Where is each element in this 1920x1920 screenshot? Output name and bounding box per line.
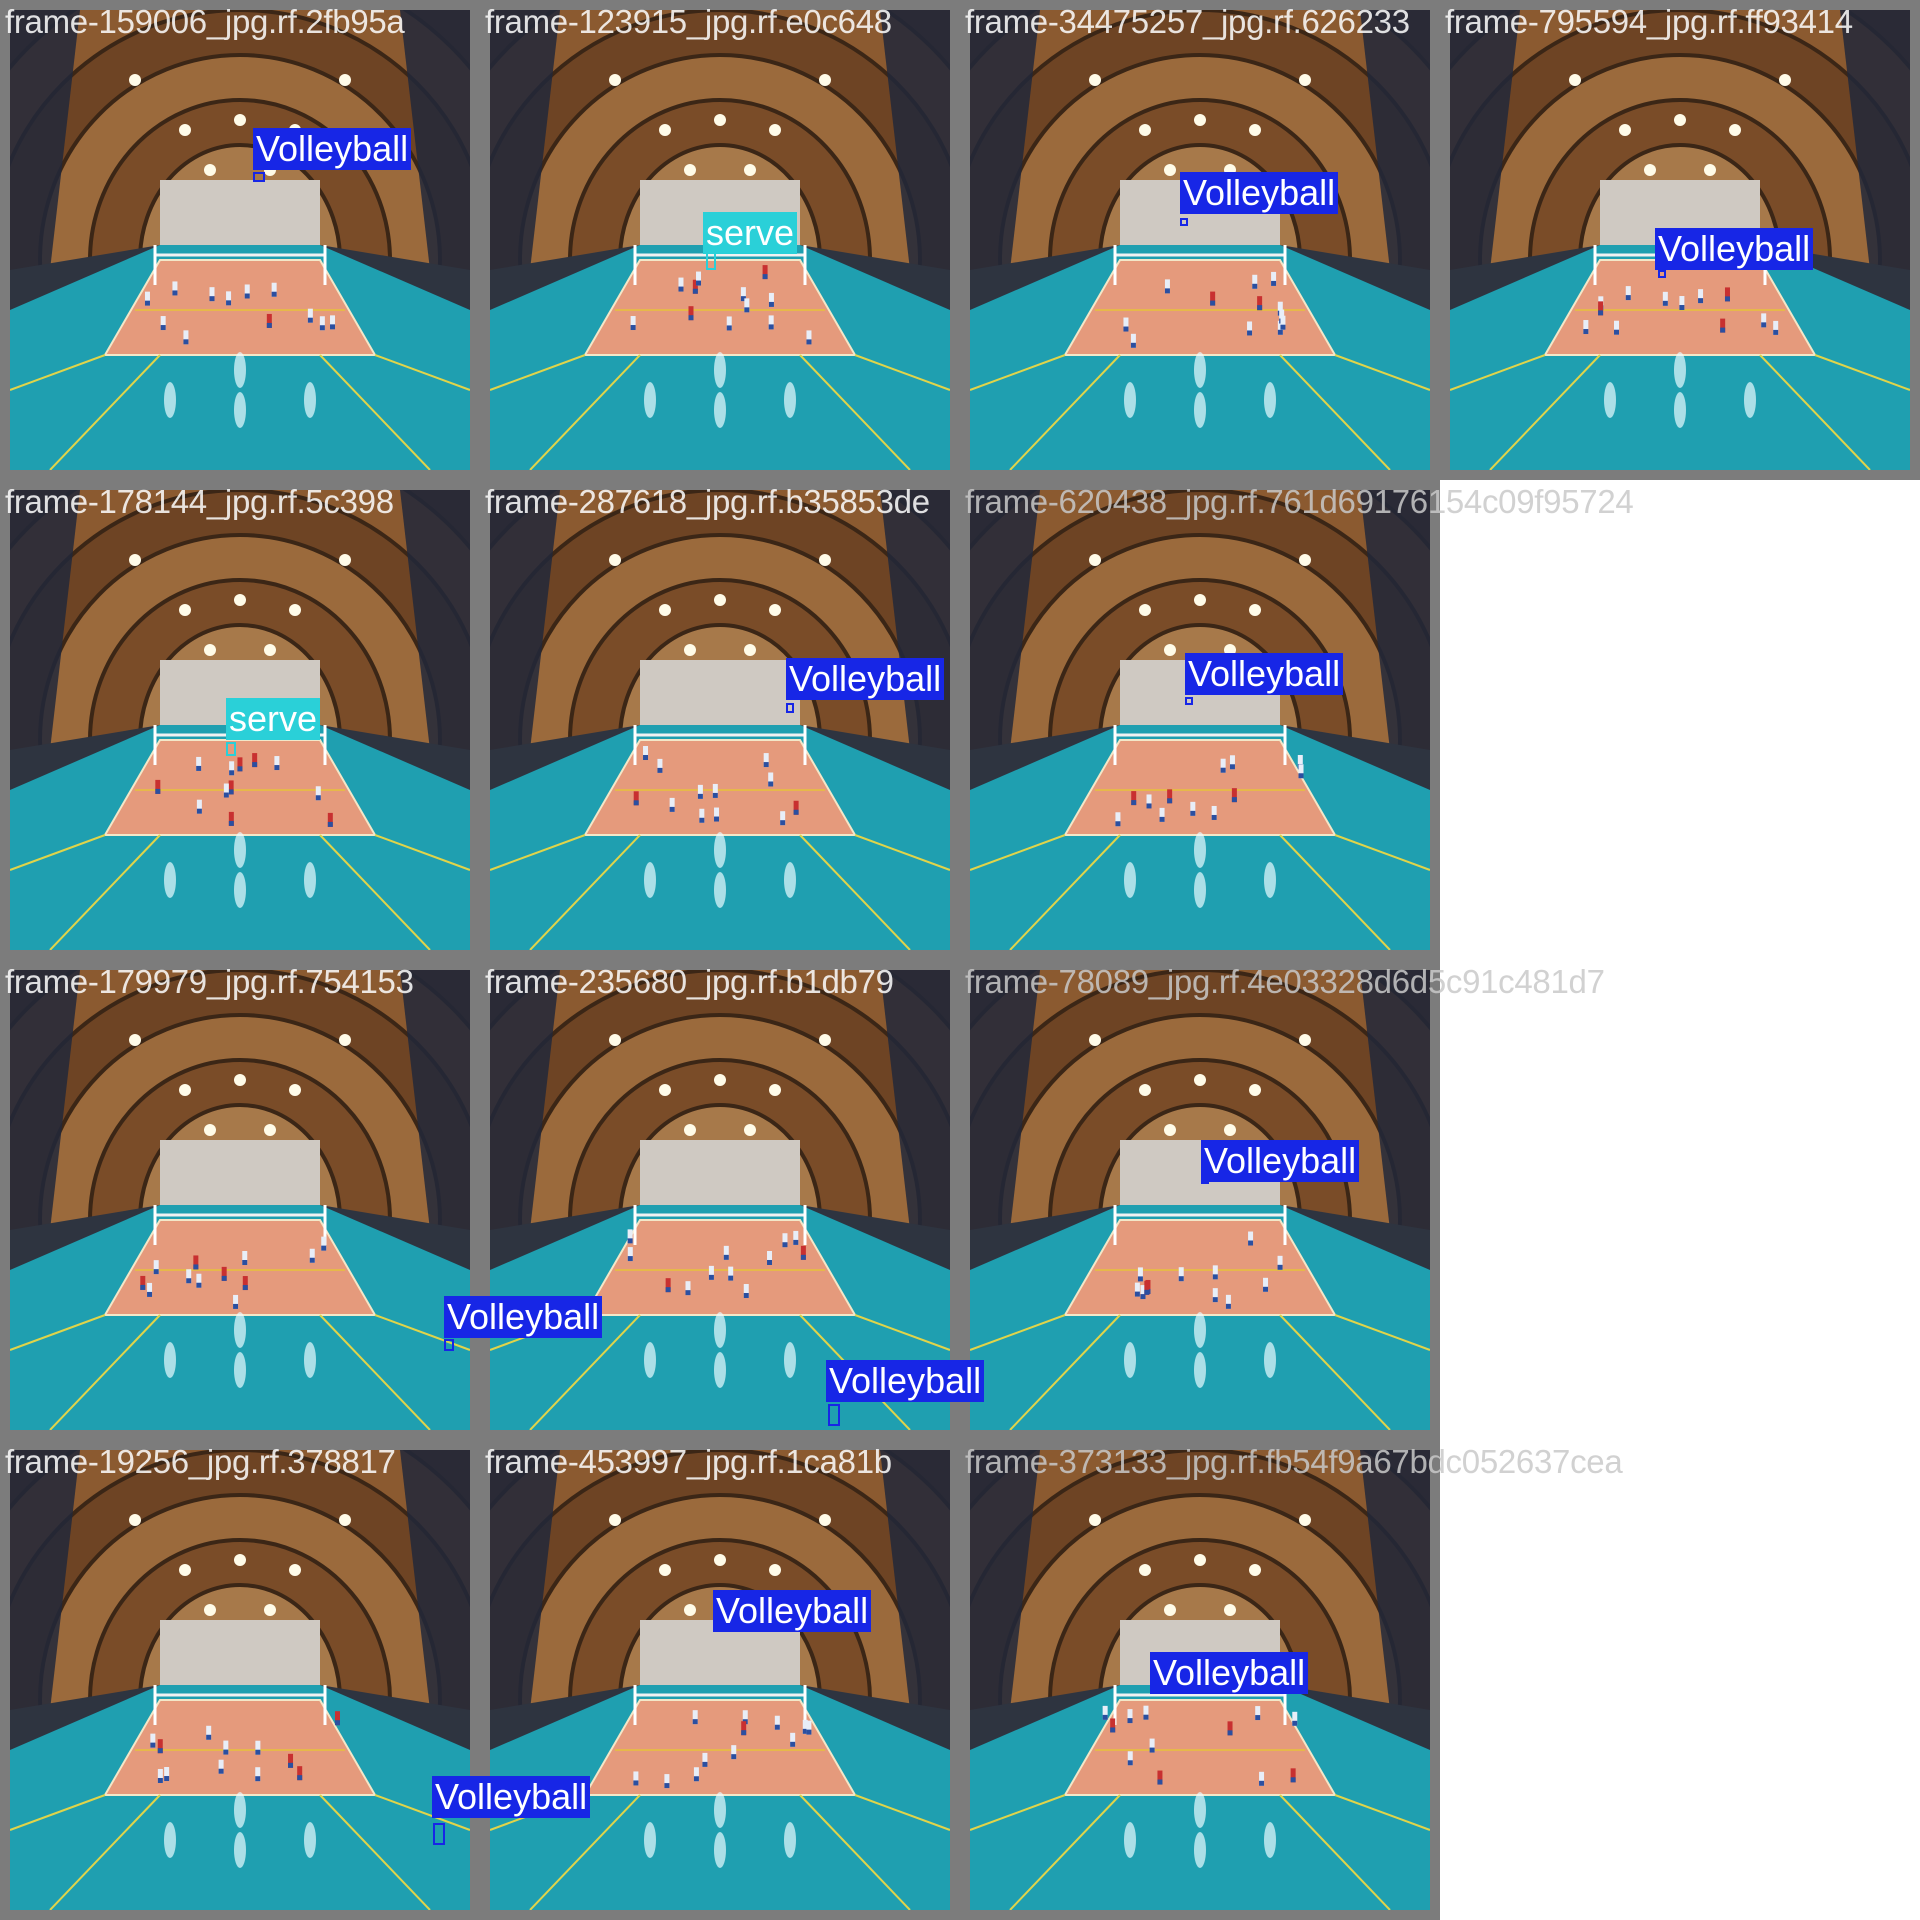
detection-box	[444, 1339, 454, 1351]
image-filename-label: frame-287618_jpg.rf.b35853de	[485, 483, 930, 520]
detection-class-label: Volleyball	[1150, 1652, 1309, 1694]
image-tile	[0, 480, 480, 960]
detection-box	[1180, 218, 1188, 226]
court-scene-image	[10, 10, 470, 470]
detection-box	[828, 1404, 840, 1426]
detection-class-label: Volleyball	[432, 1776, 591, 1818]
image-tile	[480, 480, 960, 960]
image-filename-label: frame-620438_jpg.rf.761d69176154c09f9572…	[965, 483, 1634, 520]
court-scene-image	[970, 10, 1430, 470]
court-image	[970, 10, 1430, 470]
image-filename-label: frame-19256_jpg.rf.378817	[5, 1443, 396, 1480]
image-filename-label: frame-179979_jpg.rf.754153	[5, 963, 414, 1000]
image-filename-label: frame-235680_jpg.rf.b1db79	[485, 963, 894, 1000]
image-filename-label: frame-78089_jpg.rf.4e03328d6d5c91c481d7	[965, 963, 1605, 1000]
detection-box	[433, 1823, 445, 1845]
image-filename-label: frame-453997_jpg.rf.1ca81b	[485, 1443, 892, 1480]
court-scene-image	[970, 490, 1430, 950]
detection-class-label: Volleyball	[1185, 653, 1344, 695]
court-image	[490, 1450, 950, 1910]
court-image	[10, 1450, 470, 1910]
image-tile	[960, 480, 1440, 960]
detection-box	[786, 703, 794, 713]
detection-class-label: serve	[703, 212, 798, 254]
detection-class-label: Volleyball	[444, 1296, 603, 1338]
court-image	[490, 490, 950, 950]
image-filename-label: frame-373133_jpg.rf.fb54f9a67bdc052637ce…	[965, 1443, 1623, 1480]
detection-box	[1658, 270, 1666, 278]
image-tile	[480, 1440, 960, 1920]
image-filename-label: frame-178144_jpg.rf.5c398	[5, 483, 394, 520]
image-filename-label: frame-159006_jpg.rf.2fb95a	[5, 3, 405, 40]
detection-box	[253, 172, 265, 182]
court-image	[970, 970, 1430, 1430]
detection-class-label: Volleyball	[713, 1590, 872, 1632]
court-scene-image	[10, 1450, 470, 1910]
image-tile	[960, 960, 1440, 1440]
image-tile	[960, 0, 1440, 480]
detection-class-label: Volleyball	[786, 658, 945, 700]
detection-box	[1185, 697, 1193, 705]
image-tile	[0, 1440, 480, 1920]
detection-class-label: serve	[226, 698, 321, 740]
detection-class-label: Volleyball	[1655, 228, 1814, 270]
detection-class-label: Volleyball	[826, 1360, 985, 1402]
image-filename-label: frame-795594_jpg.rf.ff93414	[1445, 3, 1853, 40]
court-scene-image	[490, 490, 950, 950]
detection-class-label: Volleyball	[253, 128, 412, 170]
image-filename-label: frame-123915_jpg.rf.e0c648	[485, 3, 892, 40]
court-scene-image	[10, 970, 470, 1430]
court-image	[10, 970, 470, 1430]
court-image	[10, 10, 470, 470]
detection-class-label: Volleyball	[1201, 1140, 1360, 1182]
court-scene-image	[970, 970, 1430, 1430]
detection-box	[226, 742, 236, 756]
detection-class-label: Volleyball	[1180, 172, 1339, 214]
court-image	[970, 490, 1430, 950]
image-filename-label: frame-34475257_jpg.rf.626233	[965, 3, 1410, 40]
court-scene-image	[490, 1450, 950, 1910]
image-tile	[0, 0, 480, 480]
image-tile	[0, 960, 480, 1440]
